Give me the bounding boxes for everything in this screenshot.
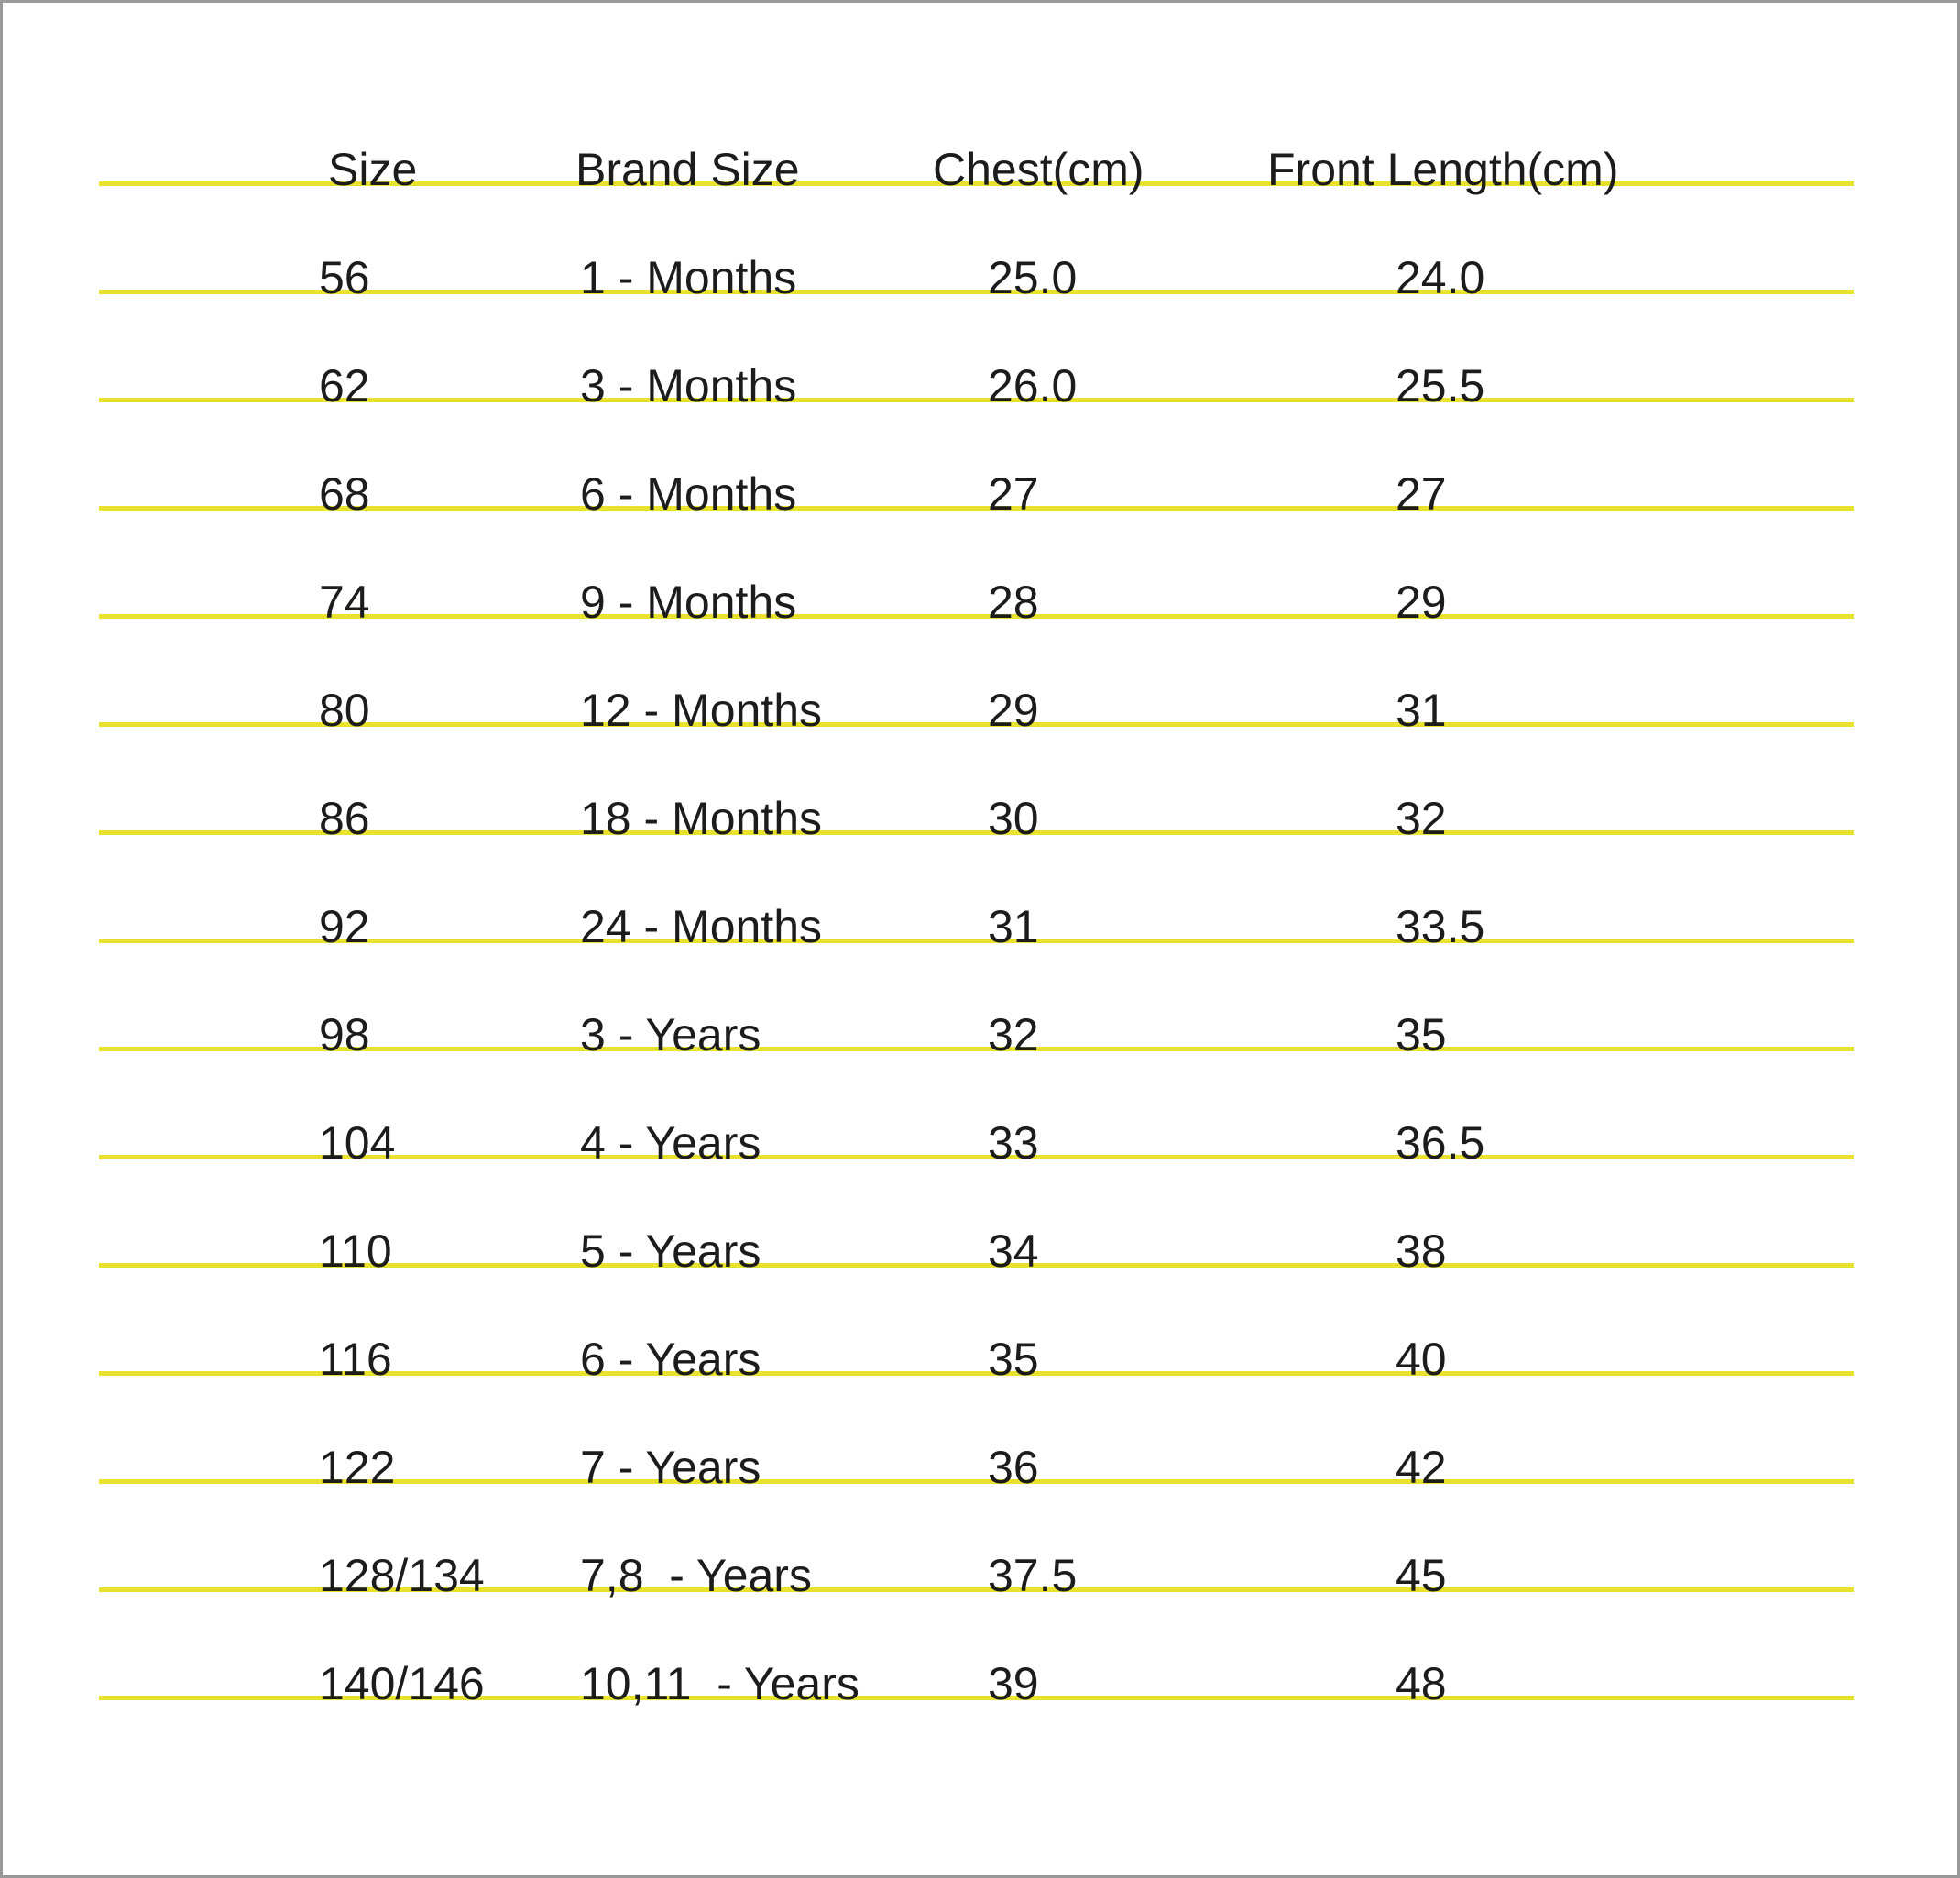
brand-size-cell: 3 - Months (580, 360, 797, 412)
chest-cell: 25.0 (988, 252, 1078, 303)
chest-cell: 33 (988, 1117, 1039, 1169)
brand-size-cell: 24 - Months (580, 901, 823, 952)
size-cell: 86 (319, 793, 370, 844)
front-length-cell: 24.0 (1396, 252, 1485, 303)
table-row: 110 5 - Years 34 38 (99, 1159, 1854, 1274)
col-header-brand-size: Brand Size (575, 144, 800, 195)
chest-cell: 26.0 (988, 360, 1078, 412)
brand-size-cell: 1 - Months (580, 252, 797, 303)
front-length-cell: 27 (1396, 468, 1447, 520)
size-cell: 74 (319, 577, 370, 628)
front-length-cell: 36.5 (1396, 1117, 1485, 1169)
chest-cell: 37.5 (988, 1550, 1078, 1601)
table-row: 122 7 - Years 36 42 (99, 1376, 1854, 1490)
size-cell: 68 (319, 468, 370, 520)
brand-size-cell: 9 - Months (580, 577, 797, 628)
header-row: Size Brand Size Chest(cm) Front Length(c… (99, 78, 1854, 192)
chest-cell: 35 (988, 1334, 1039, 1385)
size-cell: 128/134 (319, 1550, 485, 1601)
table-row: 92 24 - Months 31 33.5 (99, 835, 1854, 950)
chest-cell: 28 (988, 577, 1039, 628)
brand-size-cell: 3 - Years (580, 1009, 761, 1060)
front-length-cell: 35 (1396, 1009, 1447, 1060)
brand-size-cell: 5 - Years (580, 1225, 761, 1277)
chest-cell: 39 (988, 1658, 1039, 1709)
size-cell: 80 (319, 685, 370, 736)
front-length-cell: 33.5 (1396, 901, 1485, 952)
front-length-cell: 40 (1396, 1334, 1447, 1385)
brand-size-cell: 6 - Months (580, 468, 797, 520)
table-row: 74 9 - Months 28 29 (99, 511, 1854, 625)
table-row: 56 1 - Months 25.0 24.0 (99, 186, 1854, 301)
chest-cell: 32 (988, 1009, 1039, 1060)
size-cell: 110 (319, 1225, 392, 1277)
col-header-size: Size (328, 144, 418, 195)
size-cell: 98 (319, 1009, 370, 1060)
chest-cell: 29 (988, 685, 1039, 736)
col-header-chest: Chest(cm) (933, 144, 1144, 195)
size-cell: 116 (319, 1334, 392, 1385)
size-cell: 62 (319, 360, 370, 412)
chest-cell: 31 (988, 901, 1039, 952)
table-row: 116 6 - Years 35 40 (99, 1268, 1854, 1382)
table-row: 68 6 - Months 27 27 (99, 402, 1854, 517)
brand-size-cell: 12 - Months (580, 685, 823, 736)
brand-size-cell: 7 - Years (580, 1442, 761, 1493)
size-cell: 140/146 (319, 1658, 485, 1709)
table-row: 80 12 - Months 29 31 (99, 619, 1854, 733)
chest-cell: 30 (988, 793, 1039, 844)
front-length-cell: 31 (1396, 685, 1447, 736)
brand-size-cell: 6 - Years (580, 1334, 761, 1385)
front-length-cell: 38 (1396, 1225, 1447, 1277)
table-row: 128/134 7,8 - Years 37.5 45 (99, 1484, 1854, 1598)
size-cell: 104 (319, 1117, 396, 1169)
chest-cell: 34 (988, 1225, 1039, 1277)
size-cell: 122 (319, 1442, 396, 1493)
table-row: 98 3 - Years 32 35 (99, 943, 1854, 1058)
front-length-cell: 25.5 (1396, 360, 1485, 412)
front-length-cell: 45 (1396, 1550, 1447, 1601)
size-cell: 92 (319, 901, 370, 952)
size-chart-table: Size Brand Size Chest(cm) Front Length(c… (99, 78, 1854, 1707)
table-row: 104 4 - Years 33 36.5 (99, 1051, 1854, 1166)
front-length-cell: 42 (1396, 1442, 1447, 1493)
front-length-cell: 29 (1396, 577, 1447, 628)
brand-size-cell: 7,8 - Years (580, 1550, 812, 1601)
size-cell: 56 (319, 252, 370, 303)
brand-size-cell: 18 - Months (580, 793, 823, 844)
table-row: 86 18 - Months 30 32 (99, 727, 1854, 841)
brand-size-cell: 4 - Years (580, 1117, 761, 1169)
chest-cell: 27 (988, 468, 1039, 520)
front-length-cell: 48 (1396, 1658, 1447, 1709)
chest-cell: 36 (988, 1442, 1039, 1493)
brand-size-cell: 10,11 - Years (580, 1658, 860, 1709)
table-row: 140/146 10,11 - Years 39 48 (99, 1592, 1854, 1707)
front-length-cell: 32 (1396, 793, 1447, 844)
table-row: 62 3 - Months 26.0 25.5 (99, 294, 1854, 409)
col-header-front-length: Front Length(cm) (1267, 144, 1619, 195)
